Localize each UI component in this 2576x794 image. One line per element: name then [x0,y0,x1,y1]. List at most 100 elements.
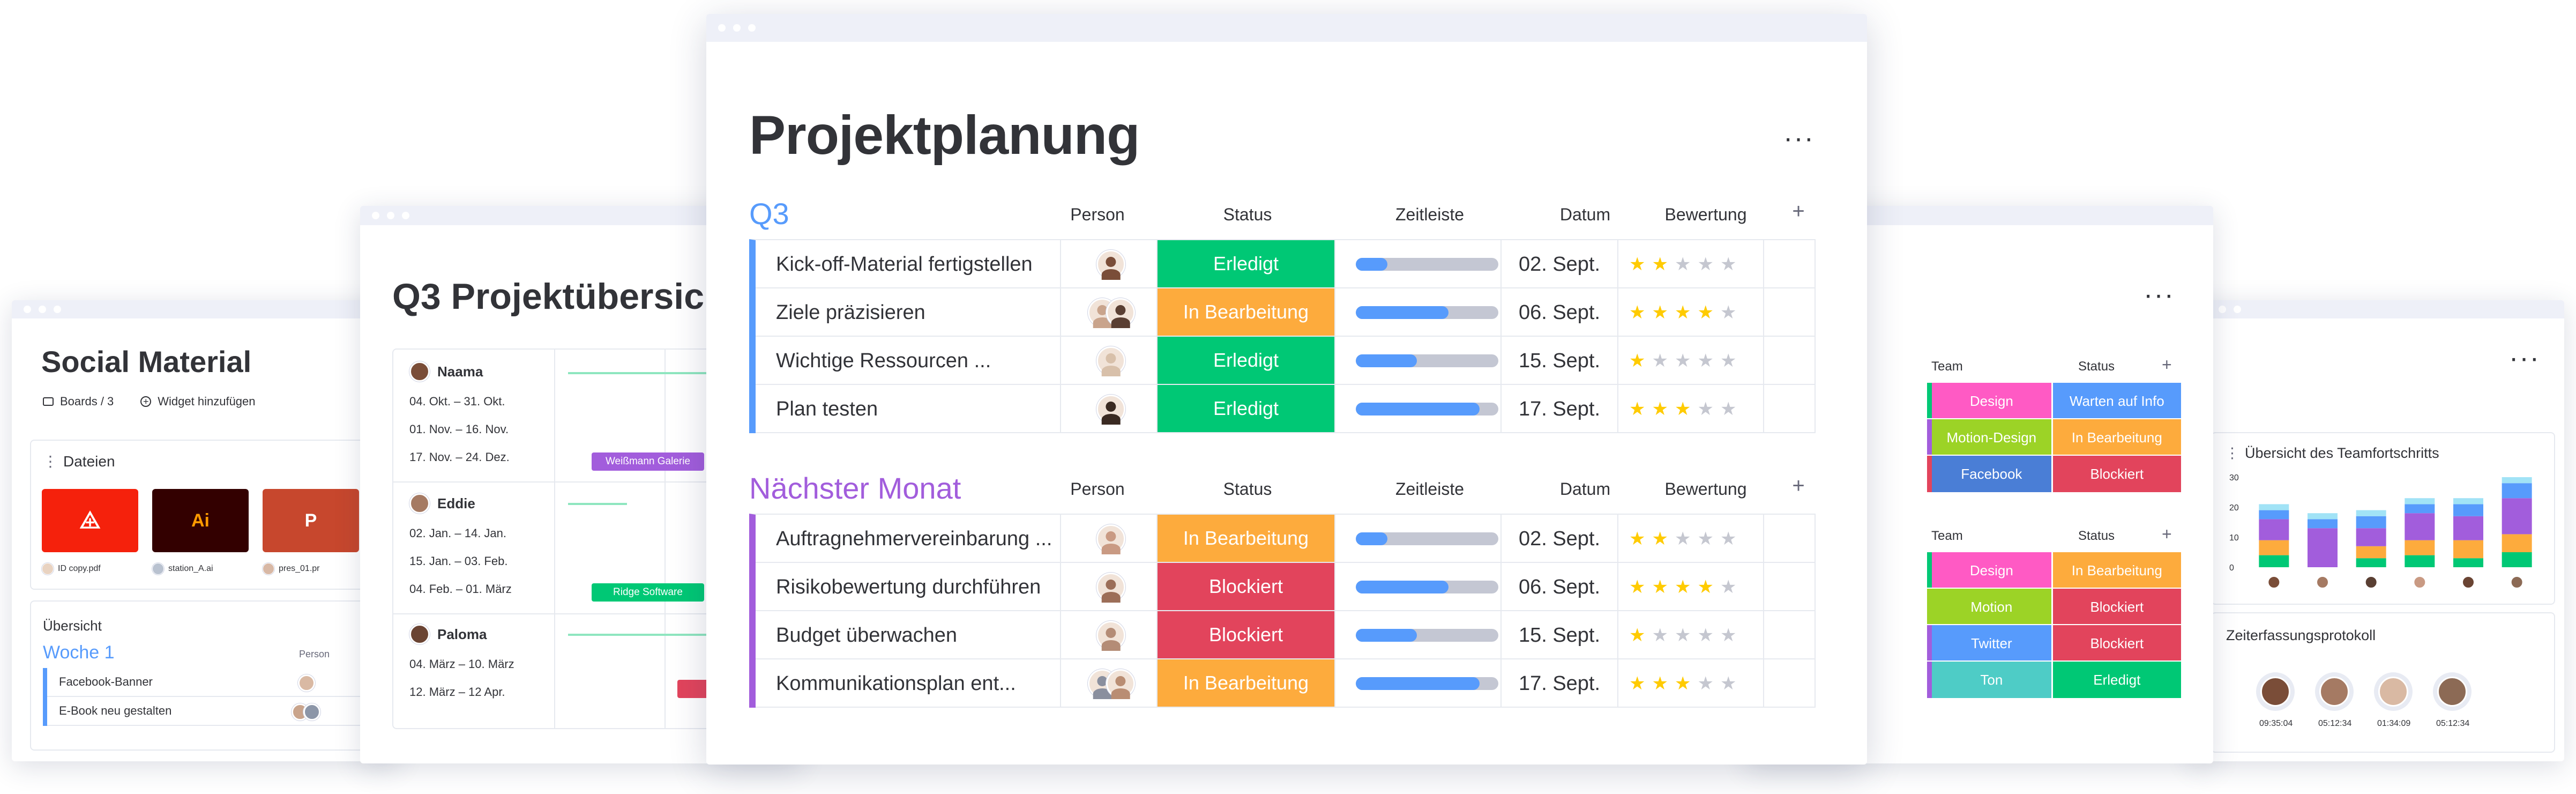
rating-stars[interactable]: ★★★★★ [1629,240,1743,288]
star-icon[interactable]: ★ [1720,577,1743,597]
rating-stars[interactable]: ★★★★★ [1629,515,1743,563]
star-icon[interactable]: ★ [1674,399,1698,419]
status-cell[interactable]: In Bearbeitung [1158,288,1334,336]
team-cell[interactable]: Design [1932,383,2053,418]
star-icon[interactable]: ★ [1720,673,1743,694]
task-name[interactable]: Plan testen [776,398,878,420]
timeline-bar[interactable] [1356,629,1498,642]
status-cell[interactable]: Erledigt [1158,337,1334,384]
star-icon[interactable]: ★ [1674,625,1698,645]
date-cell[interactable]: 17. Sept. [1518,398,1601,420]
team-cell[interactable]: Ton [1932,662,2053,698]
bar-segment[interactable] [2502,483,2532,499]
team-cell[interactable]: Facebook [1932,456,2053,492]
file-pr-tile[interactable]: P [263,489,359,552]
more-dots-icon[interactable]: ··· [2509,343,2540,374]
status-cell[interactable]: In Bearbeitung [1158,659,1334,707]
star-icon[interactable]: ★ [1629,625,1652,645]
avatar[interactable] [1096,250,1125,280]
timeline-bar[interactable] [1356,532,1498,545]
table-row[interactable]: Design Warten auf Info [1865,383,2182,419]
avatar[interactable] [1096,573,1125,603]
bar-segment[interactable] [2308,519,2338,529]
group-title[interactable]: Q3 [749,197,789,231]
rating-stars[interactable]: ★★★★★ [1629,611,1743,659]
star-icon[interactable]: ★ [1674,254,1698,274]
task-name[interactable]: Auftragnehmervereinbarung ... [776,528,1052,550]
team-cell[interactable]: Motion-Design [1932,419,2053,455]
status-cell[interactable]: Blockiert [2052,456,2182,492]
star-icon[interactable]: ★ [1652,625,1675,645]
status-cell[interactable]: Blockiert [1158,611,1334,658]
bar-segment[interactable] [2259,540,2289,555]
task-name[interactable]: Kommunikationsplan ent... [776,672,1016,695]
avatar[interactable] [1096,346,1125,376]
team-cell[interactable]: Motion [1932,589,2053,624]
star-icon[interactable]: ★ [1697,302,1720,323]
bar-segment[interactable] [2502,498,2532,535]
add-column-button[interactable]: + [2162,524,2172,544]
bar-segment[interactable] [2405,513,2435,540]
bar-segment[interactable] [2259,555,2289,567]
star-icon[interactable]: ★ [1629,351,1652,371]
star-icon[interactable]: ★ [1697,673,1720,694]
status-cell[interactable]: In Bearbeitung [1158,515,1334,562]
star-icon[interactable]: ★ [1674,577,1698,597]
status-cell[interactable]: Warten auf Info [2052,383,2182,418]
star-icon[interactable]: ★ [1697,351,1720,371]
team-cell[interactable]: Design [1932,552,2053,588]
bar-segment[interactable] [2405,555,2435,567]
bar-segment[interactable] [2453,498,2483,504]
star-icon[interactable]: ★ [1674,673,1698,694]
star-icon[interactable]: ★ [1720,625,1743,645]
star-icon[interactable]: ★ [1629,577,1652,597]
star-icon[interactable]: ★ [1720,302,1743,323]
file-ai-tile[interactable]: Ai [152,489,249,552]
date-cell[interactable]: 15. Sept. [1518,624,1601,647]
table-row[interactable]: Twitter Blockiert [1865,625,2182,662]
status-cell[interactable]: Blockiert [2052,589,2182,624]
status-cell[interactable]: Erledigt [1158,240,1334,287]
timeline-bar[interactable] [1356,354,1498,367]
star-icon[interactable]: ★ [1629,399,1652,419]
file-pdf-tile[interactable]: ⨹ [42,489,138,552]
star-icon[interactable]: ★ [1652,351,1675,371]
star-icon[interactable]: ★ [1674,529,1698,549]
bar-segment[interactable] [2356,546,2386,559]
bar-segment[interactable] [2453,558,2483,567]
bar-segment[interactable] [2405,498,2435,504]
star-icon[interactable]: ★ [1697,529,1720,549]
table-row[interactable]: Ziele präzisieren In Bearbeitung 06. Sept.… [756,288,1815,337]
star-icon[interactable]: ★ [1629,529,1652,549]
bar-segment[interactable] [2308,513,2338,520]
star-icon[interactable]: ★ [1652,673,1675,694]
table-row[interactable]: Facebook-Banner [47,668,386,697]
bar-segment[interactable] [2502,534,2532,552]
more-dots-icon[interactable]: ··· [1783,123,1815,154]
group-title[interactable]: Nächster Monat [749,471,961,505]
bar-segment[interactable] [2502,552,2532,567]
rating-stars[interactable]: ★★★★★ [1629,659,1743,708]
table-row[interactable]: E-Book neu gestalten [47,697,386,726]
star-icon[interactable]: ★ [1674,351,1698,371]
table-row[interactable]: Facebook Blockiert [1865,456,2182,492]
rating-stars[interactable]: ★★★★★ [1629,288,1743,337]
boards-button[interactable]: Boards / 3 [43,395,114,409]
table-row[interactable]: Design In Bearbeitung [1865,552,2182,589]
avatar[interactable] [1096,395,1125,425]
table-row[interactable]: Ton Erledigt [1865,662,2182,698]
bar-segment[interactable] [2259,510,2289,520]
drag-handle-icon[interactable]: ⋮ [43,453,58,470]
date-cell[interactable]: 15. Sept. [1518,350,1601,372]
drag-handle-icon[interactable]: ⋮ [2225,445,2239,461]
star-icon[interactable]: ★ [1697,625,1720,645]
table-row[interactable]: Motion Blockiert [1865,589,2182,625]
task-name[interactable]: Ziele präzisieren [776,301,925,324]
star-icon[interactable]: ★ [1720,529,1743,549]
bar-segment[interactable] [2453,516,2483,540]
timeline-bar[interactable] [1356,581,1498,593]
add-column-header[interactable]: + [1792,474,1805,498]
star-icon[interactable]: ★ [1720,351,1743,371]
bar-segment[interactable] [2502,477,2532,484]
bar-segment[interactable] [2259,504,2289,510]
